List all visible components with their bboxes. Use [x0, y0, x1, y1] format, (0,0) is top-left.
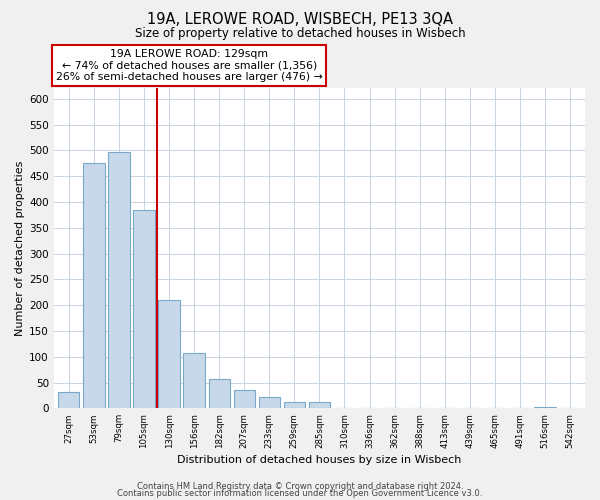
Bar [58, 392, 79, 408]
Bar [309, 402, 330, 408]
Y-axis label: Number of detached properties: Number of detached properties [15, 160, 25, 336]
Bar [133, 210, 155, 408]
Text: Contains HM Land Registry data © Crown copyright and database right 2024.: Contains HM Land Registry data © Crown c… [137, 482, 463, 491]
Bar [108, 152, 130, 408]
Bar [83, 163, 104, 408]
X-axis label: Distribution of detached houses by size in Wisbech: Distribution of detached houses by size … [177, 455, 461, 465]
Text: 19A, LEROWE ROAD, WISBECH, PE13 3QA: 19A, LEROWE ROAD, WISBECH, PE13 3QA [147, 12, 453, 28]
Text: Contains public sector information licensed under the Open Government Licence v3: Contains public sector information licen… [118, 490, 482, 498]
Text: 19A LEROWE ROAD: 129sqm
← 74% of detached houses are smaller (1,356)
26% of semi: 19A LEROWE ROAD: 129sqm ← 74% of detache… [56, 49, 323, 82]
Bar [184, 353, 205, 408]
Bar [209, 379, 230, 408]
Text: Size of property relative to detached houses in Wisbech: Size of property relative to detached ho… [134, 28, 466, 40]
Bar [233, 390, 255, 408]
Bar [158, 300, 179, 408]
Bar [284, 402, 305, 408]
Bar [259, 398, 280, 408]
